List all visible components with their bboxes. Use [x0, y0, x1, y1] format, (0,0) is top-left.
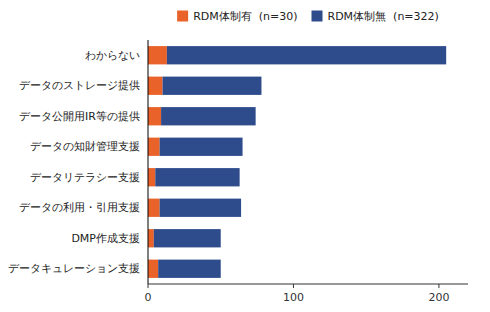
- chart-container: 0 100 200 わからないデータのストレージ提供データ公開用IR等の提供データの知…: [0, 0, 490, 312]
- series: [154, 46, 446, 278]
- zero-line: [148, 40, 149, 284]
- bar: [161, 107, 256, 125]
- bar: [158, 260, 221, 278]
- bar: [163, 77, 262, 95]
- category-label: わからない: [85, 49, 140, 62]
- category-label: データの利用・引用支援: [19, 201, 140, 214]
- bar: [148, 107, 161, 125]
- bar: [148, 77, 163, 95]
- legend-label: RDM体制無 (n=322): [328, 10, 439, 23]
- bar: [160, 138, 243, 156]
- legend-swatch: [177, 11, 188, 22]
- bar: [148, 199, 160, 217]
- bar: [148, 260, 158, 278]
- bar: [148, 138, 160, 156]
- x-tick: [148, 284, 149, 288]
- bar: [148, 229, 154, 247]
- bar: [148, 168, 155, 186]
- chart: 0 100 200 わからないデータのストレージ提供データ公開用IR等の提供データの知…: [0, 0, 490, 312]
- category-label: データの知財管理支援: [30, 140, 140, 153]
- category-label: データリテラシー支援: [30, 171, 140, 184]
- axes: 0 100 200 わからないデータのストレージ提供データ公開用IR等の提供データの知…: [8, 40, 468, 304]
- bar: [155, 168, 239, 186]
- category-label: データキュレーション支援: [8, 262, 140, 275]
- category-label: データ公開用IR等の提供: [19, 110, 140, 123]
- bars: [148, 46, 446, 278]
- bar: [148, 46, 167, 64]
- category-label: DMP作成支援: [71, 232, 140, 245]
- legend-label: RDM体制有 (n=30): [193, 10, 297, 23]
- bar: [167, 46, 446, 64]
- x-tick-label: 100: [283, 291, 304, 304]
- category-label: データのストレージ提供: [19, 79, 140, 92]
- legend-swatch: [312, 11, 323, 22]
- x-axis-line: [148, 284, 468, 285]
- legend-item: RDM体制有 (n=30): [177, 10, 297, 23]
- bar: [160, 199, 241, 217]
- x-tick: [293, 284, 294, 288]
- x-tick-label: 200: [428, 291, 449, 304]
- x-tick-label: 0: [145, 291, 152, 304]
- legend: RDM体制有 (n=30) RDM体制無 (n=322): [177, 10, 439, 23]
- x-tick: [438, 284, 439, 288]
- bar: [154, 229, 221, 247]
- legend-item: RDM体制無 (n=322): [312, 10, 439, 23]
